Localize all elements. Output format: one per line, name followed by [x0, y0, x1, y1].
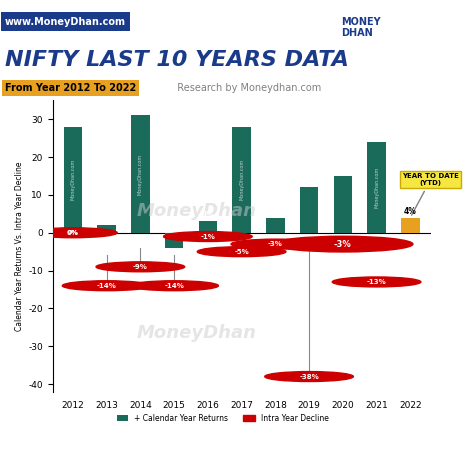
Text: -14%: -14% [97, 283, 117, 289]
Circle shape [164, 232, 252, 242]
Text: 15%: 15% [334, 165, 352, 174]
Text: 31%: 31% [131, 105, 149, 114]
Text: MoneyDhan: MoneyDhan [136, 324, 256, 342]
Circle shape [43, 229, 103, 236]
Text: MONEY
DHAN: MONEY DHAN [341, 17, 381, 38]
Bar [131, 116, 150, 233]
Text: MoneyDhan.com: MoneyDhan.com [239, 159, 244, 201]
Text: NIFTY LAST 10 YEARS DATA: NIFTY LAST 10 YEARS DATA [5, 50, 348, 70]
Text: -5%: -5% [234, 249, 249, 255]
Circle shape [197, 246, 286, 256]
Legend: + Calendar Year Returns, Intra Year Decline: + Calendar Year Returns, Intra Year Decl… [113, 410, 332, 426]
Text: 2%: 2% [100, 214, 113, 223]
Bar [367, 142, 386, 233]
Text: -14%: -14% [164, 283, 184, 289]
Text: 4%: 4% [404, 207, 417, 216]
Bar [266, 218, 284, 233]
Bar [300, 187, 319, 233]
Circle shape [265, 372, 354, 382]
Text: MoneyDhan.com: MoneyDhan.com [138, 154, 143, 195]
Text: -3%: -3% [268, 241, 283, 247]
Text: MoneyDhan.com: MoneyDhan.com [70, 159, 75, 201]
Text: Research by Moneydhan.com: Research by Moneydhan.com [171, 83, 321, 93]
Text: 3%: 3% [201, 210, 214, 219]
Text: YEAR TO DATE
(YTD): YEAR TO DATE (YTD) [402, 173, 459, 215]
Text: MoneyDhan: MoneyDhan [136, 202, 256, 220]
Text: -4%: -4% [166, 250, 182, 259]
Y-axis label: Calendar Year Returns Vs. Intra Year Decline: Calendar Year Returns Vs. Intra Year Dec… [15, 161, 24, 331]
Text: -9%: -9% [133, 264, 148, 270]
Text: -13%: -13% [367, 279, 386, 285]
Text: From Year 2012 To 2022: From Year 2012 To 2022 [5, 83, 136, 93]
Text: MoneyDhan.com: MoneyDhan.com [374, 167, 379, 208]
Circle shape [28, 228, 117, 238]
Text: 28%: 28% [64, 116, 82, 125]
Circle shape [231, 239, 319, 249]
Text: -3%: -3% [334, 239, 352, 248]
Text: 24%: 24% [367, 131, 386, 140]
Bar [97, 225, 116, 233]
Text: www.MoneyDhan.com: www.MoneyDhan.com [5, 17, 126, 27]
Text: 12%: 12% [300, 176, 318, 185]
Text: -38%: -38% [299, 374, 319, 380]
Circle shape [96, 262, 185, 272]
Text: -1%: -1% [201, 234, 215, 239]
Text: 28%: 28% [232, 116, 251, 125]
Circle shape [62, 281, 151, 291]
Bar [401, 218, 419, 233]
Circle shape [332, 277, 421, 287]
Text: 0%: 0% [68, 230, 78, 235]
Bar [64, 127, 82, 233]
Bar [165, 233, 183, 248]
Bar [199, 221, 217, 233]
Bar [334, 176, 352, 233]
Text: 4%: 4% [269, 207, 282, 216]
Circle shape [273, 236, 413, 252]
Bar [232, 127, 251, 233]
Circle shape [130, 281, 219, 291]
Text: 0%: 0% [67, 230, 79, 236]
